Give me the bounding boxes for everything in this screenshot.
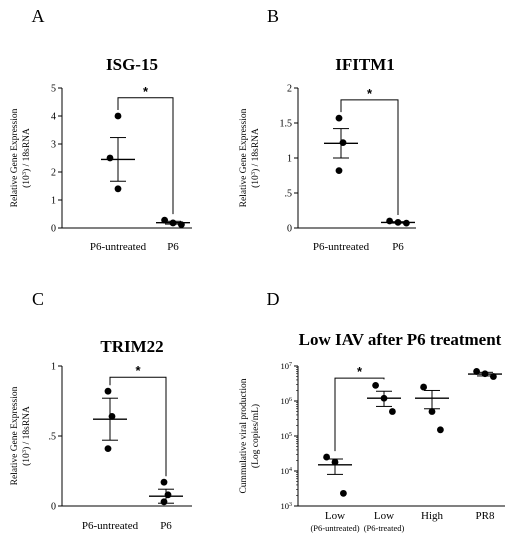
data-point xyxy=(114,185,122,193)
data-point xyxy=(169,219,177,227)
data-point xyxy=(323,453,330,461)
x-tick-label: High xyxy=(421,510,444,522)
data-point xyxy=(164,491,172,499)
data-point xyxy=(394,219,402,226)
panel-a: A ISG-15 0 1 2 3 4 5 Relative Gene Expression (10… xyxy=(10,6,192,253)
y-tick-label: 5 xyxy=(51,84,56,95)
y-tick-label: 4 xyxy=(51,112,56,123)
data-point xyxy=(403,219,410,227)
y-axis-label: Relative Gene Expression xyxy=(10,108,20,207)
y-axis-label: Cummulative viral production xyxy=(239,378,249,493)
significance-star: * xyxy=(143,84,149,99)
y-tick-label: 1 xyxy=(51,196,56,207)
data-point xyxy=(178,221,185,229)
x-tick-sublabel: (P6-treated) xyxy=(364,523,405,533)
panel-title: ISG-15 xyxy=(106,55,158,74)
data-point xyxy=(106,154,114,162)
data-point xyxy=(386,217,393,225)
x-tick-label: P6-untreated xyxy=(313,241,370,253)
y-axis-label-line2: (103) / 18sRNA xyxy=(21,406,33,466)
y-tick-label: 1 xyxy=(287,154,292,165)
data-point xyxy=(481,370,489,378)
data-point xyxy=(104,445,112,452)
significance-star: * xyxy=(357,364,363,379)
x-tick-label: Low xyxy=(374,510,394,522)
data-point xyxy=(389,408,396,415)
y-tick-label: 105 xyxy=(281,431,293,441)
data-point xyxy=(437,426,444,434)
significance-bracket xyxy=(334,377,385,452)
x-tick-label: P6-untreated xyxy=(90,241,147,253)
data-point xyxy=(490,373,497,380)
y-axis-label-line2: (103) / 18sRNA xyxy=(21,128,33,188)
y-axis-label: Relative Gene Expression xyxy=(239,108,249,207)
y-tick-label: 107 xyxy=(281,361,293,371)
data-point xyxy=(380,394,388,402)
x-tick-label: Low xyxy=(325,510,345,522)
x-tick-label: PR8 xyxy=(476,510,495,522)
y-tick-label: 0 xyxy=(51,224,56,235)
y-tick-label: 1 xyxy=(51,362,56,373)
x-tick-label: P6 xyxy=(392,241,404,253)
y-tick-label: 0 xyxy=(287,224,292,235)
panel-letter: D xyxy=(267,289,280,309)
panel-title: Low IAV after P6 treatment xyxy=(299,330,502,349)
y-tick-label: 3 xyxy=(51,140,56,151)
y-tick-label: 106 xyxy=(281,396,293,406)
significance-bracket xyxy=(109,376,167,477)
panel-letter: C xyxy=(32,289,44,309)
data-point xyxy=(160,478,168,486)
data-point xyxy=(335,114,343,122)
data-point xyxy=(420,383,427,391)
x-tick-sublabel: (P6-untreated) xyxy=(310,523,359,533)
y-tick-label: 104 xyxy=(281,466,293,476)
y-tick-label: .5 xyxy=(285,189,293,200)
data-point xyxy=(331,458,339,466)
significance-bracket xyxy=(340,99,399,215)
data-point xyxy=(339,139,347,147)
significance-star: * xyxy=(367,86,373,101)
significance-bracket xyxy=(117,97,174,215)
panel-d: D Low IAV after P6 treatment 103 104 105 106 1… xyxy=(239,289,505,533)
data-point xyxy=(161,216,169,224)
x-tick-label: P6 xyxy=(167,241,179,253)
y-tick-label: 2 xyxy=(51,168,56,179)
y-tick-label: 1.5 xyxy=(280,119,293,130)
y-axis-label-line2: (103) / 18sRNA xyxy=(250,128,262,188)
y-tick-label: 0 xyxy=(51,502,56,513)
panel-title: TRIM22 xyxy=(100,337,163,356)
y-axis-label-line2: (Log copies/mL) xyxy=(250,404,261,468)
panel-b: B IFITM1 0 .5 1 1.5 2 Relative Gene Expression(… xyxy=(239,6,416,253)
data-point xyxy=(340,489,347,497)
panel-letter: A xyxy=(32,6,45,26)
data-point xyxy=(428,408,436,415)
y-tick-label: 103 xyxy=(281,501,293,511)
y-tick-label: 2 xyxy=(287,84,292,95)
y-axis-label: Relative Gene Expression xyxy=(10,386,20,485)
data-point xyxy=(473,368,480,375)
data-point xyxy=(160,498,168,506)
data-point xyxy=(114,112,122,120)
panel-letter: B xyxy=(267,6,279,26)
panel-c: C TRIM22 0 .5 1 Relative Gene Expression (103)… xyxy=(10,289,192,532)
data-point xyxy=(335,167,343,175)
data-point xyxy=(108,413,116,420)
x-tick-label: P6-untreated xyxy=(82,520,139,532)
panel-title: IFITM1 xyxy=(335,55,395,74)
significance-star: * xyxy=(135,363,141,378)
y-tick-label: .5 xyxy=(49,432,57,443)
data-point xyxy=(104,387,112,395)
data-point xyxy=(372,381,379,389)
x-tick-label: P6 xyxy=(160,520,172,532)
